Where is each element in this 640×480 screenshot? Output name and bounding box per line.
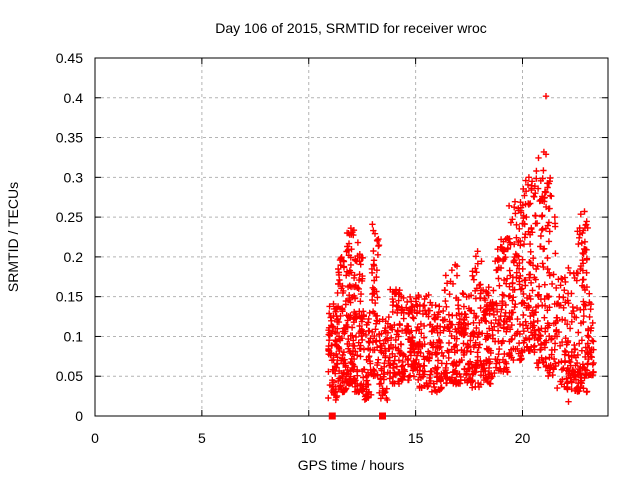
x-tick-label: 20 [515,430,531,446]
y-tick-label: 0.35 [56,130,83,146]
y-axis-label: SRMTID / TECUs [5,182,21,292]
y-tick-label: 0.1 [64,328,84,344]
plot-border [94,57,609,417]
x-tick-label: 0 [91,430,99,446]
srmtid-plus-markers [325,93,597,405]
y-tick-label: 0.4 [64,90,84,106]
x-tick-labels: 0 5 10 15 20 [91,430,530,446]
y-tick-label: 0.3 [64,169,84,185]
x-tick-label: 15 [408,430,424,446]
y-tick-label: 0.05 [56,368,83,384]
y-tick-label: 0.2 [64,249,84,265]
y-tick-labels: 0 0.05 0.1 0.15 0.2 0.25 0.3 0.35 0.4 0.45 [56,50,83,424]
y-tick-label: 0.15 [56,289,83,305]
zero-flag-markers [328,412,386,420]
y-tick-label: 0.45 [56,50,83,66]
scatter-points [325,93,597,405]
x-axis-label: GPS time / hours [298,457,405,473]
x-tick-label: 10 [301,430,317,446]
zero-flag-square [328,412,336,420]
y-tick-label: 0.25 [56,209,83,225]
chart-title: Day 106 of 2015, SRMTID for receiver wro… [215,20,487,36]
y-tick-label: 0 [75,408,83,424]
x-tick-label: 5 [198,430,206,446]
axis-ticks [94,57,608,417]
zero-flag-square [378,412,386,420]
